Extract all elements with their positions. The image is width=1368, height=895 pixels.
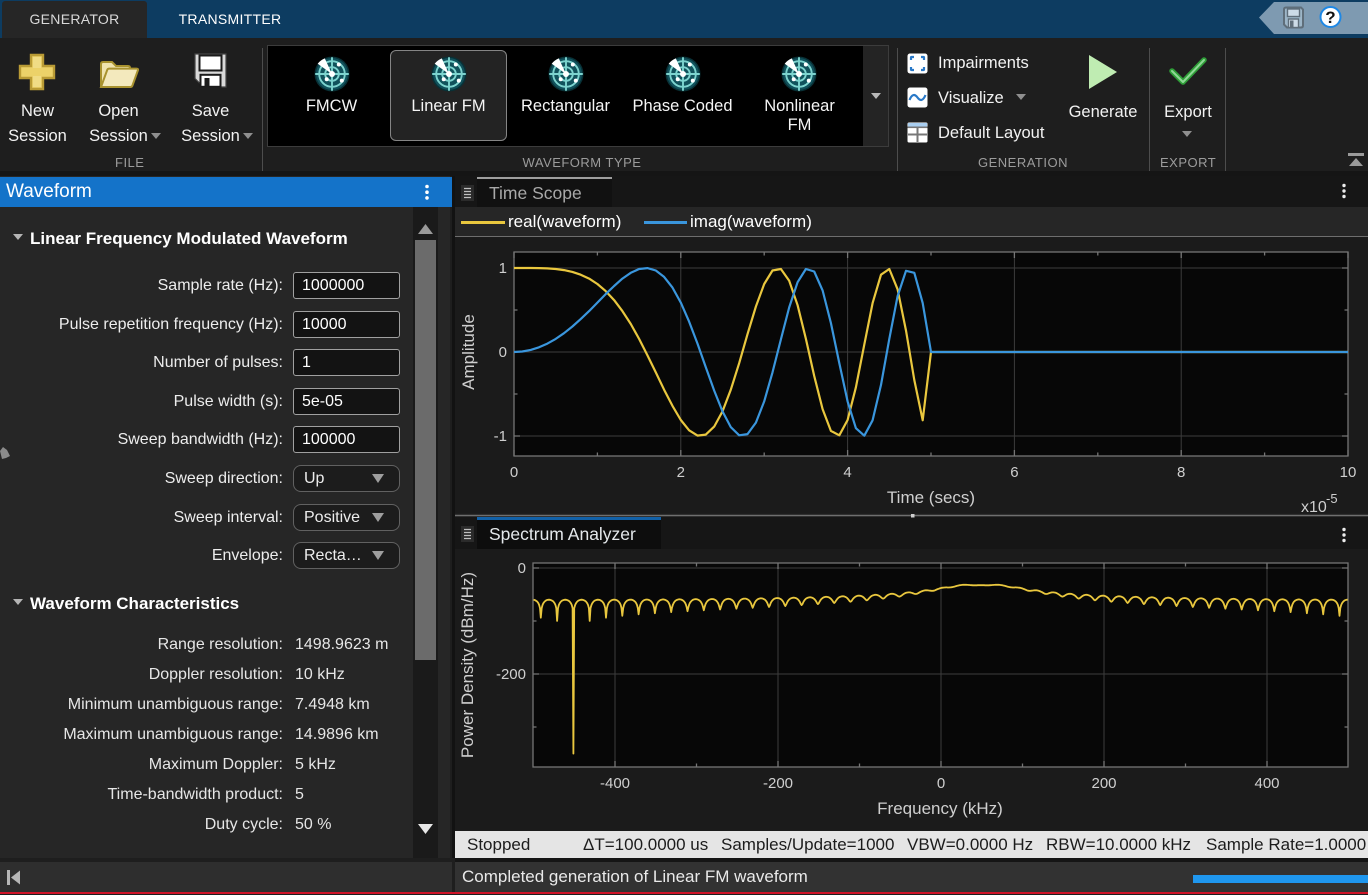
svg-text:8: 8 [1177, 464, 1185, 481]
svg-text:-5: -5 [1326, 491, 1338, 506]
svg-text:0: 0 [518, 560, 526, 577]
svg-text:0: 0 [499, 344, 507, 361]
svg-text:400: 400 [1254, 775, 1279, 792]
svg-text:-200: -200 [763, 775, 793, 792]
svg-text:1: 1 [499, 260, 507, 277]
svg-text:4: 4 [843, 464, 851, 481]
svg-text:Time (secs): Time (secs) [887, 488, 975, 507]
svg-text:?: ? [1325, 8, 1335, 27]
svg-text:Frequency (kHz): Frequency (kHz) [877, 799, 1003, 818]
svg-text:200: 200 [1091, 775, 1116, 792]
svg-text:Power Density (dBm/Hz): Power Density (dBm/Hz) [458, 572, 477, 758]
svg-text:0: 0 [937, 775, 945, 792]
svg-text:-400: -400 [600, 775, 630, 792]
svg-text:10: 10 [1340, 464, 1357, 481]
svg-text:0: 0 [510, 464, 518, 481]
svg-text:-1: -1 [494, 428, 507, 445]
svg-text:-200: -200 [496, 666, 526, 683]
svg-text:x10: x10 [1301, 499, 1327, 516]
svg-text:2: 2 [677, 464, 685, 481]
svg-text:6: 6 [1010, 464, 1018, 481]
svg-text:Amplitude: Amplitude [459, 314, 478, 390]
